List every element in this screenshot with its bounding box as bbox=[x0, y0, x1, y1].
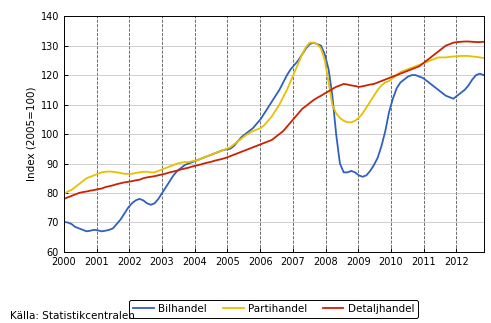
Line: Partihandel: Partihandel bbox=[64, 43, 484, 194]
Partihandel bbox=[208, 153, 214, 157]
Bilhandel bbox=[473, 73, 479, 77]
Detaljhandel bbox=[481, 40, 487, 44]
Line: Detaljhandel: Detaljhandel bbox=[64, 41, 484, 199]
Partihandel bbox=[296, 61, 301, 65]
Bilhandel bbox=[352, 171, 358, 174]
Detaljhandel bbox=[386, 76, 392, 80]
Text: Källa: Statistikcentralen: Källa: Statistikcentralen bbox=[10, 311, 135, 321]
Detaljhandel bbox=[208, 160, 214, 164]
Line: Bilhandel: Bilhandel bbox=[64, 43, 484, 231]
Bilhandel bbox=[481, 73, 487, 77]
Detaljhandel bbox=[462, 39, 467, 43]
Partihandel bbox=[61, 193, 67, 196]
Partihandel bbox=[469, 55, 475, 58]
Bilhandel bbox=[299, 53, 305, 57]
Detaljhandel bbox=[296, 111, 301, 115]
Bilhandel bbox=[371, 163, 377, 167]
Detaljhandel bbox=[469, 40, 475, 44]
Y-axis label: Index (2005=100): Index (2005=100) bbox=[27, 87, 36, 181]
Partihandel bbox=[481, 56, 487, 60]
Bilhandel bbox=[212, 151, 218, 155]
Bilhandel bbox=[83, 229, 89, 233]
Detaljhandel bbox=[363, 83, 369, 87]
Partihandel bbox=[307, 41, 313, 45]
Detaljhandel bbox=[61, 197, 67, 201]
Bilhandel bbox=[61, 220, 67, 224]
Detaljhandel bbox=[345, 83, 351, 87]
Partihandel bbox=[367, 100, 373, 104]
Legend: Bilhandel, Partihandel, Detaljhandel: Bilhandel, Partihandel, Detaljhandel bbox=[129, 300, 418, 318]
Bilhandel bbox=[394, 87, 400, 90]
Partihandel bbox=[390, 76, 396, 80]
Bilhandel bbox=[310, 41, 316, 45]
Partihandel bbox=[348, 120, 354, 124]
